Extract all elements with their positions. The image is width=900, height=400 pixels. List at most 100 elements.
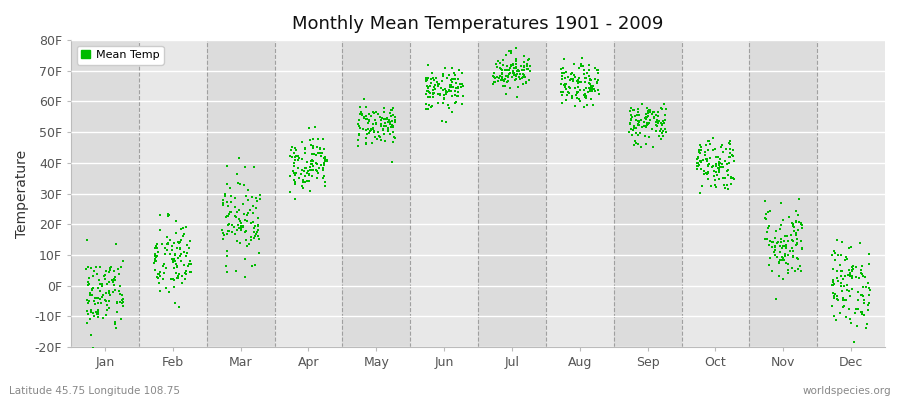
Point (231, 180, 246, 186)
Point (451, 93, 465, 99)
Point (769, 296, 783, 302)
Point (579, 85, 593, 91)
Point (376, 123, 391, 130)
Point (760, 229, 774, 236)
Point (849, 306, 863, 312)
Point (428, 77, 442, 83)
Point (509, 94, 524, 100)
Point (569, 92, 583, 98)
Point (85, 264, 99, 271)
Point (758, 215, 772, 221)
Point (436, 95, 451, 101)
Point (362, 130, 376, 137)
Point (368, 108, 382, 115)
Point (765, 268, 779, 274)
Point (102, 268, 116, 275)
Point (238, 256, 252, 262)
Bar (750, 40, 817, 347)
Point (166, 240, 181, 246)
Point (658, 129, 672, 135)
Point (501, 48, 516, 54)
Point (216, 202, 230, 209)
Point (113, 264, 128, 270)
Point (436, 92, 451, 98)
Point (166, 276, 180, 282)
Point (573, 63, 588, 70)
Legend: Mean Temp: Mean Temp (76, 46, 164, 64)
Point (455, 83, 470, 90)
Point (643, 109, 657, 116)
Point (778, 243, 793, 249)
Point (849, 274, 863, 280)
Point (700, 163, 715, 169)
Point (171, 255, 185, 261)
Point (723, 137, 737, 144)
Point (634, 124, 649, 130)
Point (789, 208, 804, 214)
Point (98, 312, 112, 318)
Point (302, 168, 316, 174)
Point (373, 114, 387, 120)
Point (291, 157, 305, 163)
Point (300, 178, 314, 185)
Point (518, 79, 533, 85)
Point (148, 266, 163, 273)
Point (762, 262, 777, 268)
Point (284, 144, 299, 150)
Point (157, 270, 171, 276)
Point (642, 121, 656, 127)
Point (654, 106, 669, 112)
Point (651, 117, 665, 124)
Point (778, 250, 792, 257)
Point (388, 117, 402, 123)
Point (499, 52, 513, 58)
Point (180, 242, 194, 248)
Point (358, 140, 373, 146)
Point (656, 132, 670, 139)
Point (500, 91, 514, 97)
Point (97, 276, 112, 282)
Point (637, 118, 652, 125)
Point (247, 234, 261, 241)
Point (825, 282, 840, 288)
Point (855, 311, 869, 317)
Point (508, 65, 523, 71)
Point (776, 217, 790, 223)
Point (844, 272, 859, 279)
Point (354, 111, 368, 117)
Point (386, 123, 400, 130)
Point (300, 169, 314, 176)
Point (850, 322, 864, 329)
Point (252, 195, 266, 202)
Point (563, 76, 578, 82)
Point (516, 81, 530, 87)
Point (559, 97, 573, 103)
Point (776, 276, 790, 282)
Point (220, 248, 234, 254)
Point (288, 172, 302, 178)
Point (716, 175, 730, 182)
Point (311, 150, 326, 156)
Point (715, 161, 729, 168)
Point (359, 112, 374, 119)
Point (707, 177, 722, 183)
Point (86, 313, 101, 319)
Point (238, 164, 252, 170)
Point (448, 72, 463, 78)
Point (287, 160, 302, 166)
Point (218, 193, 232, 199)
Point (80, 308, 94, 314)
Point (227, 224, 241, 230)
Point (647, 109, 662, 115)
Point (316, 164, 330, 171)
Point (297, 168, 311, 174)
Point (624, 116, 638, 122)
Point (357, 114, 372, 120)
Point (366, 128, 381, 134)
Point (639, 111, 653, 117)
Point (177, 262, 192, 268)
Point (641, 110, 655, 117)
Point (452, 67, 466, 73)
Point (588, 65, 602, 72)
Point (517, 59, 531, 65)
